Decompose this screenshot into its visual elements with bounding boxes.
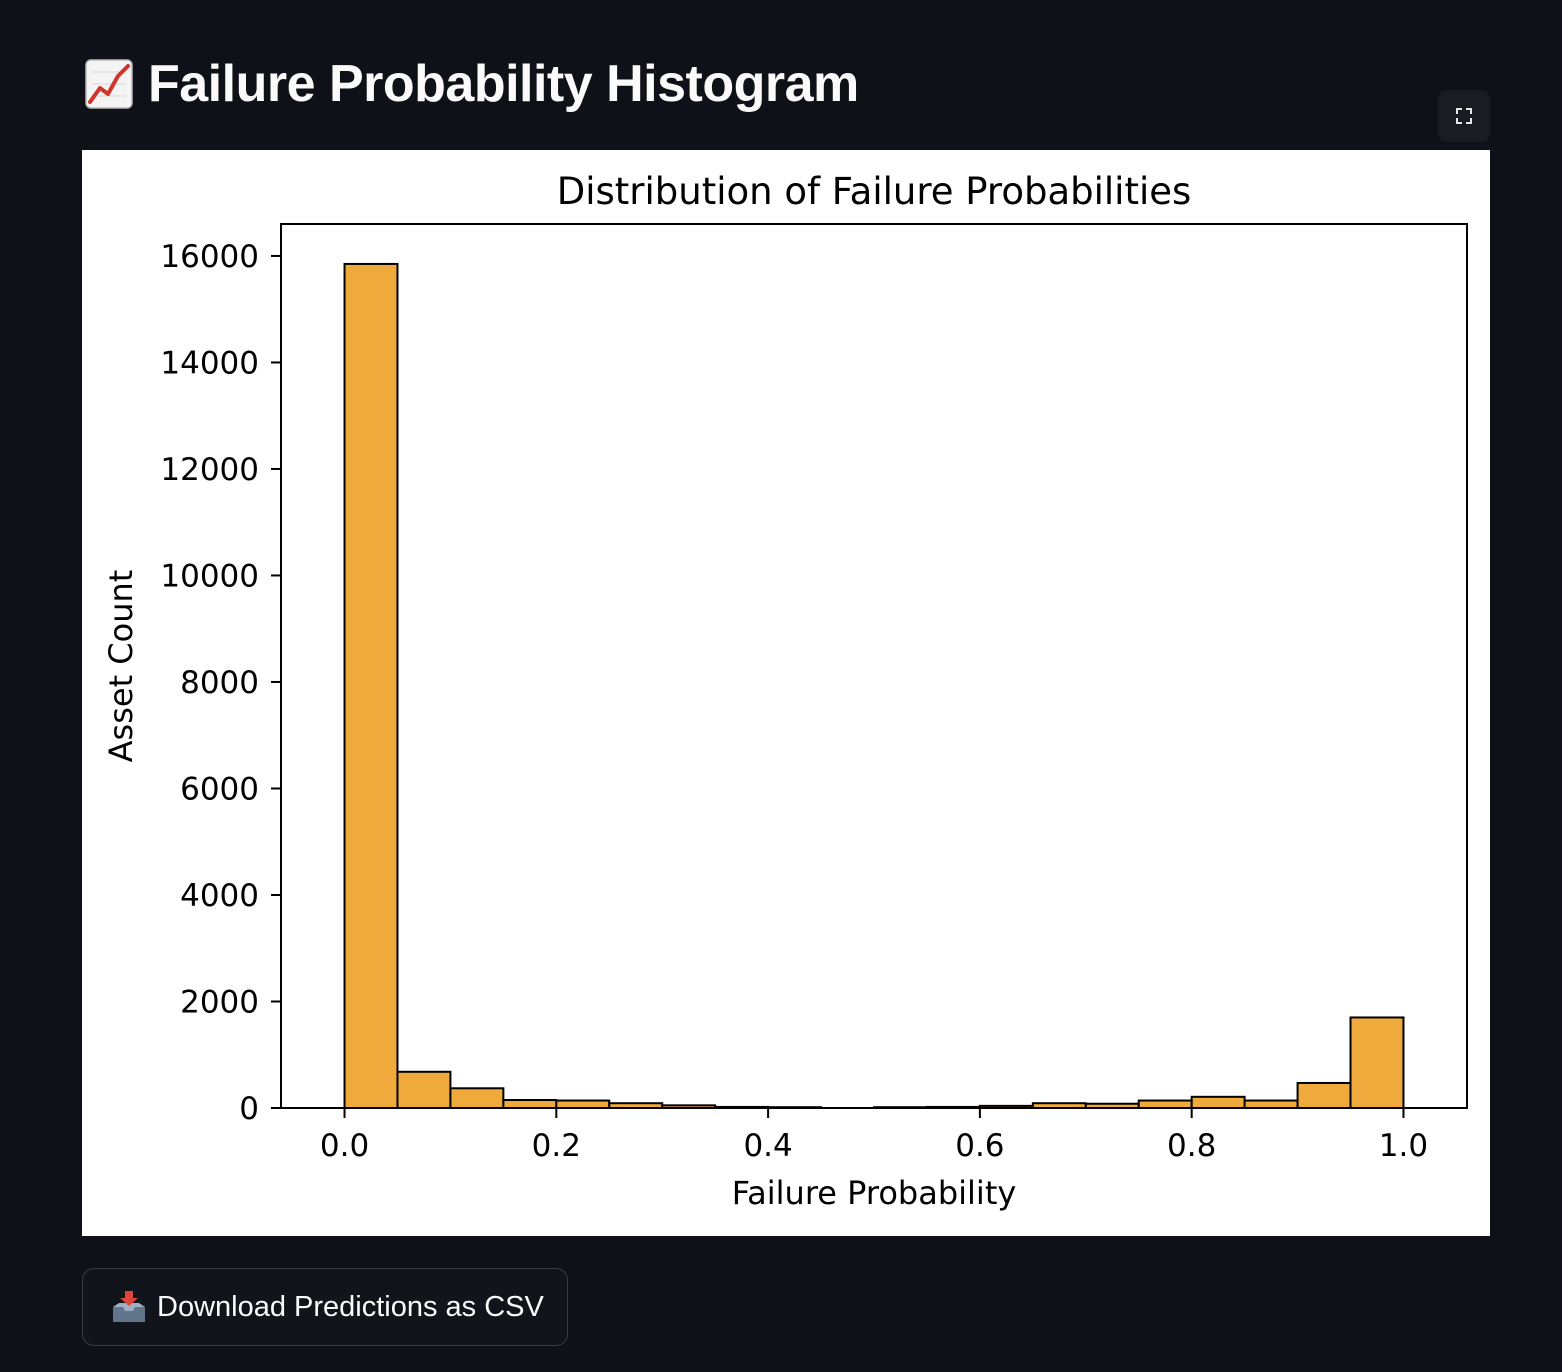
histogram-bar bbox=[555, 1099, 611, 1109]
histogram-bar bbox=[449, 1087, 505, 1110]
x-tick-label: 0.8 bbox=[1167, 1128, 1216, 1164]
histogram-bar bbox=[1296, 1081, 1352, 1109]
x-axis: 0.0 0.2 0.4 0.6 0.8 1.0 bbox=[320, 1108, 1428, 1164]
fullscreen-button[interactable] bbox=[1438, 90, 1490, 142]
inbox-tray-icon bbox=[113, 1291, 145, 1322]
histogram-bar bbox=[1137, 1099, 1193, 1109]
y-tick-label: 4000 bbox=[180, 878, 259, 914]
histogram-chart: Distribution of Failure Probabilities 0 2… bbox=[102, 170, 1468, 1212]
chart-increasing-icon bbox=[85, 59, 133, 109]
plot-frame bbox=[280, 223, 1468, 1109]
fullscreen-expand-icon bbox=[1456, 108, 1472, 124]
histogram-chart-panel: Distribution of Failure Probabilities 0 2… bbox=[82, 150, 1490, 1236]
x-tick-label: 0.4 bbox=[743, 1128, 792, 1164]
histogram-bars bbox=[343, 262, 1405, 1110]
page-heading: Failure Probability Histogram bbox=[84, 52, 859, 116]
y-axis-label: Asset Count bbox=[102, 570, 140, 763]
y-tick-label: 6000 bbox=[180, 771, 259, 807]
chart-title: Distribution of Failure Probabilities bbox=[557, 170, 1192, 213]
x-tick-label: 0.0 bbox=[320, 1128, 369, 1164]
histogram-bar bbox=[1349, 1016, 1405, 1110]
x-tick-label: 0.6 bbox=[955, 1128, 1004, 1164]
y-tick-label: 8000 bbox=[180, 665, 259, 701]
y-tick-label: 16000 bbox=[160, 239, 259, 275]
y-tick-label: 2000 bbox=[180, 984, 259, 1020]
x-axis-label: Failure Probability bbox=[732, 1174, 1017, 1212]
x-tick-label: 1.0 bbox=[1379, 1128, 1428, 1164]
histogram-bar bbox=[1190, 1095, 1246, 1110]
download-csv-button[interactable]: Download Predictions as CSV bbox=[82, 1268, 568, 1346]
y-tick-label: 0 bbox=[239, 1091, 259, 1127]
histogram-bar bbox=[396, 1070, 452, 1110]
histogram-bar bbox=[1243, 1099, 1299, 1109]
download-button-label: Download Predictions as CSV bbox=[157, 1290, 544, 1323]
y-tick-label: 10000 bbox=[160, 558, 259, 594]
x-tick-label: 0.2 bbox=[532, 1128, 581, 1164]
y-tick-label: 14000 bbox=[160, 345, 259, 381]
page-title: Failure Probability Histogram bbox=[148, 55, 859, 113]
histogram-bar bbox=[502, 1099, 558, 1109]
histogram-bar bbox=[343, 262, 399, 1109]
y-tick-label: 12000 bbox=[160, 452, 259, 488]
y-axis: 0 2000 4000 6000 8000 10000 12000 14000 16000 bbox=[160, 239, 281, 1127]
